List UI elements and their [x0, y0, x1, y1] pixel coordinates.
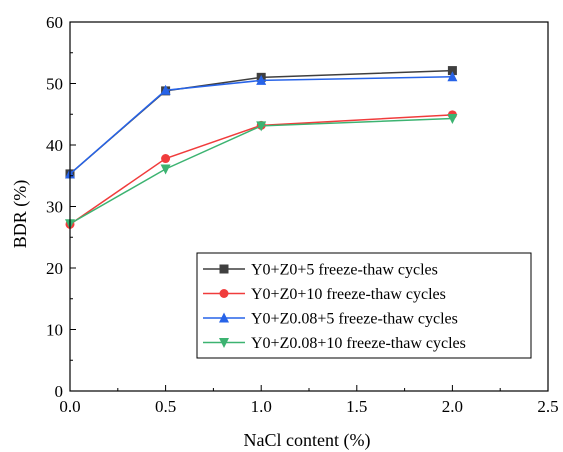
x-tick-label: 2.5	[537, 397, 558, 416]
legend-marker-1	[219, 264, 229, 274]
legend-marker-4	[219, 338, 229, 348]
series-line-3	[69, 75, 453, 175]
series-3-point	[160, 84, 171, 95]
series-4-point	[256, 121, 267, 132]
series-4-point	[160, 164, 171, 175]
y-tick-label: 10	[46, 321, 63, 340]
legend-label-3: Y0+Z0.08+5 freeze-thaw cycles	[251, 311, 458, 328]
x-tick-label: 0.5	[155, 397, 176, 416]
y-tick-label: 60	[46, 13, 63, 32]
x-tick-label: 1.5	[346, 397, 367, 416]
series-3-point	[256, 74, 267, 85]
series-line-2	[69, 114, 453, 225]
y-tick-label: 50	[46, 75, 63, 94]
series-layer	[65, 66, 458, 230]
series-2-point	[161, 154, 171, 164]
legend-label-4: Y0+Z0.08+10 freeze-thaw cycles	[251, 335, 466, 352]
legend: Y0+Z0+5 freeze-thaw cycles Y0+Z0+10 freez…	[196, 252, 532, 359]
legend-marker-3	[219, 312, 229, 323]
y-tick-label: 30	[46, 198, 63, 217]
series-3-point	[447, 71, 458, 82]
legend-box	[196, 252, 532, 359]
series-line-4	[69, 117, 453, 225]
x-tick-label: 0.0	[59, 397, 80, 416]
x-axis-title: NaCl content (%)	[244, 430, 371, 451]
series-1-point	[447, 66, 457, 76]
y-axis-title: BDR (%)	[10, 180, 31, 249]
y-tick-label: 40	[46, 136, 63, 155]
x-tick-label: 1.0	[251, 397, 272, 416]
y-tick-label: 20	[46, 259, 63, 278]
legend-label-2: Y0+Z0+10 freeze-thaw cycles	[251, 286, 446, 303]
y-tick-label: 0	[55, 382, 64, 401]
legend-label-1: Y0+Z0+5 freeze-thaw cycles	[251, 262, 438, 279]
series-4-point	[447, 114, 458, 125]
legend-marker-2	[219, 289, 229, 298]
x-tick-label: 2.0	[442, 397, 463, 416]
axis-ticks: 0.0 0.5 1.0 1.5 2.0 2.5 0 10 20 30 40 50 60	[46, 13, 559, 416]
